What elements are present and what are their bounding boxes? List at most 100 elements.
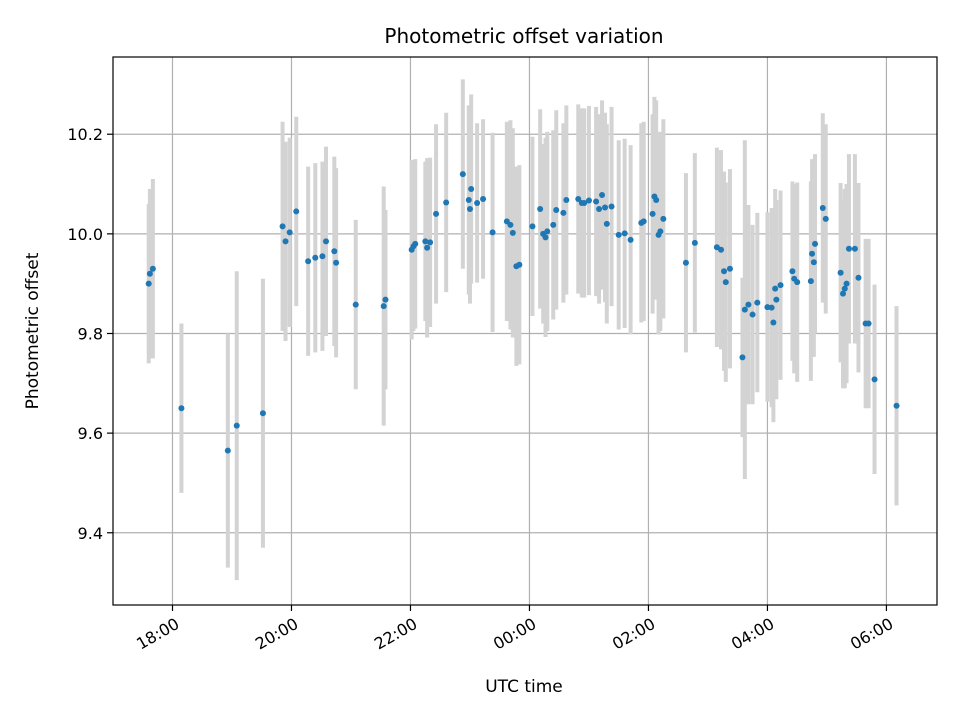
data-point xyxy=(772,285,779,292)
data-point xyxy=(773,296,780,303)
y-tick-label: 9.8 xyxy=(78,324,103,343)
plot-frame xyxy=(112,56,938,606)
data-point xyxy=(770,319,777,326)
data-point xyxy=(837,269,844,276)
data-point xyxy=(507,221,514,228)
data-point xyxy=(839,290,846,297)
data-point xyxy=(422,238,429,245)
data-point xyxy=(777,282,784,289)
data-point xyxy=(593,198,600,205)
data-point xyxy=(812,240,819,247)
data-point xyxy=(224,447,231,454)
data-point xyxy=(657,228,664,235)
data-point xyxy=(739,354,746,361)
data-point xyxy=(615,231,622,238)
data-point xyxy=(424,244,431,251)
data-point xyxy=(893,402,900,409)
data-point xyxy=(382,296,389,303)
data-point xyxy=(789,268,796,275)
data-point xyxy=(768,304,775,311)
data-point xyxy=(754,299,761,306)
y-tick-label: 10.2 xyxy=(67,125,103,144)
data-point xyxy=(468,186,475,193)
data-point xyxy=(293,208,300,215)
data-point xyxy=(466,205,473,212)
data-point xyxy=(312,254,319,261)
data-point xyxy=(653,196,660,203)
data-point xyxy=(794,279,801,286)
data-point xyxy=(480,195,487,202)
data-point xyxy=(563,196,570,203)
data-point xyxy=(537,205,544,212)
y-axis-label: Photometric offset xyxy=(23,252,43,409)
data-point xyxy=(682,259,689,266)
data-point xyxy=(282,238,289,245)
data-point xyxy=(741,306,748,313)
data-point xyxy=(286,229,293,236)
data-point xyxy=(542,234,549,241)
data-point xyxy=(145,280,152,287)
data-point xyxy=(380,303,387,310)
data-point xyxy=(259,410,266,417)
data-point xyxy=(433,210,440,217)
data-point xyxy=(305,258,312,265)
data-point xyxy=(544,228,551,235)
data-point xyxy=(529,223,536,230)
data-point xyxy=(865,320,872,327)
data-point xyxy=(810,259,817,266)
data-point xyxy=(603,220,610,227)
data-point xyxy=(233,422,240,429)
data-point xyxy=(465,196,472,203)
data-point xyxy=(627,236,634,243)
data-point xyxy=(841,285,848,292)
data-point xyxy=(599,191,606,198)
data-point xyxy=(553,206,560,213)
data-point xyxy=(581,199,588,206)
data-point xyxy=(412,240,419,247)
y-tick-label: 9.4 xyxy=(78,524,103,543)
data-point xyxy=(845,245,852,252)
data-point xyxy=(718,246,725,253)
data-point xyxy=(352,301,359,308)
data-point xyxy=(855,274,862,281)
data-point xyxy=(560,209,567,216)
data-point xyxy=(279,223,286,230)
data-point xyxy=(822,215,829,222)
data-point xyxy=(726,265,733,272)
data-point xyxy=(178,405,185,412)
data-point xyxy=(516,261,523,268)
data-point xyxy=(474,199,481,206)
y-tick-label: 10.0 xyxy=(67,225,103,244)
data-point xyxy=(489,229,496,236)
data-point xyxy=(649,210,656,217)
data-point xyxy=(722,279,729,286)
data-point xyxy=(851,245,858,252)
data-point xyxy=(807,278,814,285)
data-point xyxy=(550,221,557,228)
chart-title: Photometric offset variation xyxy=(384,24,663,48)
data-point xyxy=(427,239,434,246)
data-point xyxy=(146,270,153,277)
data-point xyxy=(871,376,878,383)
data-point xyxy=(322,238,329,245)
data-point xyxy=(809,250,816,257)
data-point xyxy=(691,239,698,246)
y-tick-label: 9.6 xyxy=(78,424,103,443)
data-point xyxy=(608,203,615,210)
data-point xyxy=(640,218,647,225)
data-point xyxy=(621,230,628,237)
data-point xyxy=(443,199,450,206)
data-point xyxy=(596,205,603,212)
x-axis-label: UTC time xyxy=(485,677,563,697)
data-point xyxy=(575,195,582,202)
data-point xyxy=(331,248,338,255)
data-point xyxy=(843,280,850,287)
data-point xyxy=(660,215,667,222)
data-point xyxy=(459,171,466,178)
data-point xyxy=(509,229,516,236)
data-point xyxy=(319,253,326,260)
data-point xyxy=(149,265,156,272)
data-point xyxy=(721,268,728,275)
